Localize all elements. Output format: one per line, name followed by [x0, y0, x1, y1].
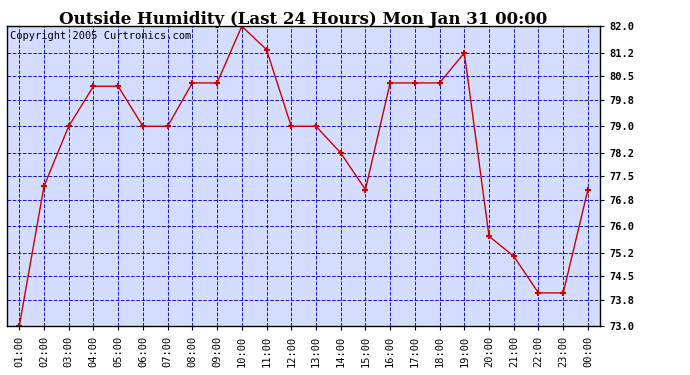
Text: Outside Humidity (Last 24 Hours) Mon Jan 31 00:00: Outside Humidity (Last 24 Hours) Mon Jan…: [59, 11, 548, 28]
Text: Copyright 2005 Curtronics.com: Copyright 2005 Curtronics.com: [10, 31, 191, 41]
